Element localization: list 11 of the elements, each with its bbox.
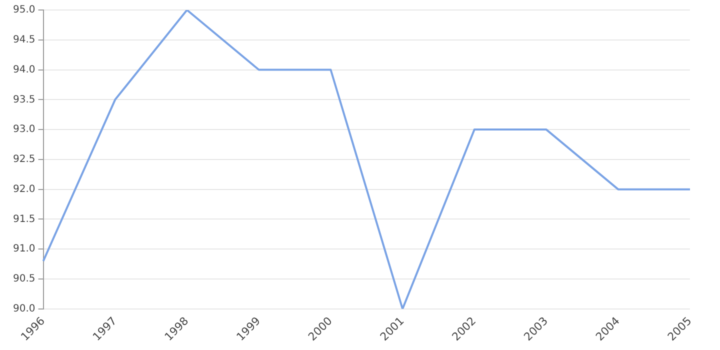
y-tick-label: 91.5 xyxy=(13,214,36,225)
y-tick-label: 94.5 xyxy=(13,34,36,46)
y-tick-label: 90.0 xyxy=(13,303,36,314)
y-tick-label: 93.5 xyxy=(13,94,36,106)
y-tick-label: 92.0 xyxy=(13,184,36,195)
y-tick-label: 91.0 xyxy=(13,244,36,255)
y-tick-label: 92.5 xyxy=(13,154,36,166)
y-tick-label: 94.0 xyxy=(13,64,36,76)
y-tick-label: 95.0 xyxy=(13,4,36,16)
y-tick-label: 90.5 xyxy=(13,274,36,285)
y-tick-label: 93.0 xyxy=(13,124,36,136)
